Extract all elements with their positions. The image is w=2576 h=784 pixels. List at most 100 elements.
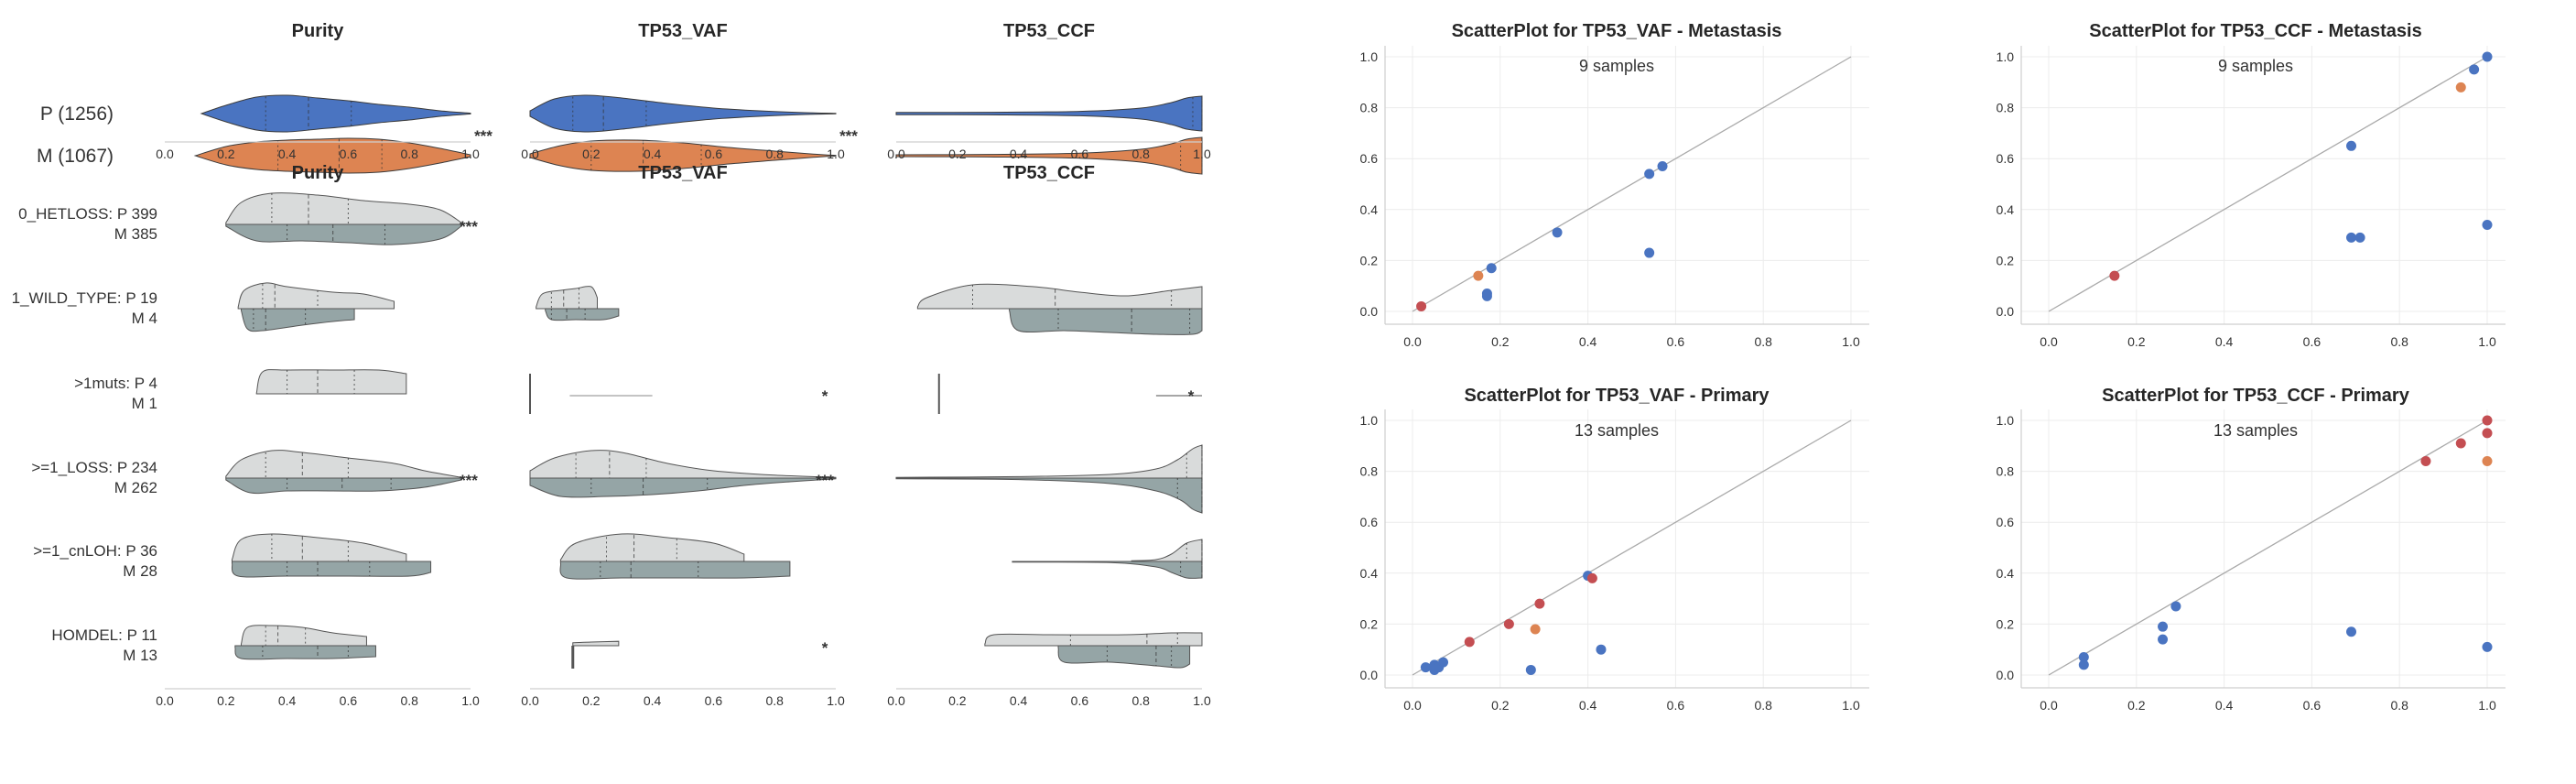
- violin-half-primary: [529, 450, 837, 479]
- violin-half-primary: [1131, 539, 1203, 562]
- scatter-point: [1420, 662, 1431, 673]
- scatter-x-tick-label: 0.4: [1579, 698, 1597, 713]
- split-violin-row-label: >=1_cnLOH: P 36: [33, 542, 157, 560]
- bottom-violin-x-tick-label: 0.8: [1131, 693, 1150, 708]
- scatter-point: [1596, 644, 1607, 655]
- scatter-x-tick-label: 0.0: [1403, 334, 1422, 349]
- split-violin-row-label: 0_HETLOSS: P 399: [18, 205, 157, 223]
- top-violin-x-tick-label: 0.8: [1131, 147, 1150, 161]
- violin-half-primary: [231, 533, 407, 562]
- bottom-violin-x-tick-label: 0.8: [765, 693, 784, 708]
- significance-marker: ***: [816, 472, 834, 489]
- scatter-point: [2078, 659, 2089, 670]
- violin-half-primary: [536, 286, 598, 310]
- scatter-y-tick-label: 1.0: [1360, 49, 1379, 64]
- scatter-point: [2170, 601, 2181, 612]
- violin-half-primary: [255, 369, 407, 395]
- bottom-violin-x-tick-label: 0.0: [887, 693, 905, 708]
- split-violin-column-title: Purity: [292, 163, 345, 183]
- violin-half-metastasis: [895, 477, 1203, 514]
- scatter-plot-4: 0.0 0.2 0.4 0.6 0.8 1.0 0.0 0.2 0.4 0.6 0.8 1.0 Scat…: [1997, 386, 2506, 713]
- scatter-point: [2482, 641, 2493, 652]
- violin-half-metastasis: [241, 308, 355, 332]
- violin-half-metastasis: [234, 645, 376, 660]
- scatter-sample-count: 13 samples: [2213, 421, 2298, 440]
- split-violin-row-label: M 28: [123, 562, 157, 580]
- scatter-title: ScatterPlot for TP53_CCF - Primary: [2102, 386, 2410, 406]
- scatter-x-tick-label: 0.2: [2127, 698, 2146, 713]
- bottom-violin-x-tick-label: 0.6: [1071, 693, 1089, 708]
- scatter-point: [1416, 300, 1427, 311]
- scatter-y-tick-label: 0.8: [1360, 464, 1379, 479]
- scatter-x-tick-label: 0.6: [2303, 698, 2322, 713]
- significance-marker: *: [822, 387, 828, 405]
- top-violin-x-tick-label: 0.2: [582, 147, 601, 161]
- scatter-point: [1586, 572, 1597, 583]
- scatter-y-tick-label: 0.0: [1360, 304, 1379, 319]
- scatter-point: [2420, 455, 2431, 466]
- violin-half-metastasis: [225, 477, 462, 495]
- scatter-point: [2346, 626, 2357, 637]
- scatter-point: [2354, 232, 2365, 243]
- scatter-point: [1657, 161, 1668, 172]
- scatter-point: [2482, 428, 2493, 439]
- top-violin-x-tick-label: 1.0: [1193, 147, 1211, 161]
- scatter-x-tick-label: 1.0: [2478, 334, 2496, 349]
- bottom-violin-x-tick-label: 0.2: [948, 693, 967, 708]
- bottom-violin-panel: Purity 0.0 0.2 0.4 0.6 0.8 1.0 TP53_VAF 0.0 0.2 0.…: [12, 163, 1211, 708]
- split-violin-row-label: >=1_LOSS: P 234: [31, 459, 157, 476]
- scatter-y-tick-label: 0.2: [1360, 253, 1379, 267]
- scatter-point: [1464, 637, 1475, 648]
- scatter-y-tick-label: 1.0: [1360, 413, 1379, 428]
- scatter-point: [2482, 51, 2493, 62]
- top-violin-x-tick-label: 1.0: [461, 147, 480, 161]
- scatter-y-tick-label: 0.4: [1997, 566, 2015, 581]
- violin-half-metastasis: [1009, 308, 1203, 335]
- top-violin-x-tick-label: 0.4: [644, 147, 662, 161]
- scatter-identity-line: [2048, 56, 2488, 312]
- split-violin-column-title: TP53_VAF: [638, 163, 727, 183]
- scatter-point: [2482, 219, 2493, 230]
- scatter-point: [2455, 82, 2466, 93]
- scatter-y-tick-label: 0.4: [1360, 202, 1379, 217]
- scatter-x-tick-label: 0.2: [1491, 334, 1510, 349]
- scatter-x-tick-label: 0.6: [2303, 334, 2322, 349]
- top-violin-x-tick-label: 0.4: [278, 147, 297, 161]
- top-violin-panel: Purity *** 0.0 0.2 0.4 0.6 0.8 1.0 TP53_VAF *** 0.…: [37, 21, 1211, 175]
- scatter-y-tick-label: 0.0: [1997, 668, 2015, 682]
- scatter-x-tick-label: 0.8: [1754, 334, 1772, 349]
- violin-category-label: P (1256): [40, 103, 114, 125]
- violin-half-metastasis: [225, 223, 462, 245]
- bottom-violin-x-tick-label: 1.0: [1193, 693, 1211, 708]
- bottom-violin-x-tick-label: 0.2: [582, 693, 601, 708]
- split-violin-column-title: TP53_CCF: [1003, 163, 1095, 183]
- significance-marker: ***: [460, 218, 478, 235]
- bottom-violin-x-tick-label: 0.2: [217, 693, 235, 708]
- violin-half-primary: [572, 640, 620, 647]
- scatter-y-tick-label: 0.8: [1997, 464, 2015, 479]
- scatter-x-tick-label: 0.4: [2215, 334, 2234, 349]
- top-violin-x-tick-label: 0.6: [340, 147, 358, 161]
- scatter-plot-3: 0.0 0.2 0.4 0.6 0.8 1.0 0.0 0.2 0.4 0.6 0.8 1.0 Scat…: [1360, 386, 1869, 713]
- top-violin-x-tick-label: 0.2: [217, 147, 235, 161]
- scatter-y-tick-label: 0.8: [1997, 101, 2015, 115]
- top-violin-x-tick-label: 1.0: [827, 147, 845, 161]
- scatter-x-tick-label: 0.2: [1491, 698, 1510, 713]
- scatter-x-tick-label: 0.8: [2390, 698, 2408, 713]
- violin-half-primary: [559, 533, 745, 562]
- violin-half-primary: [916, 283, 1203, 310]
- split-violin-row-label: M 262: [114, 479, 157, 496]
- violin-body: [895, 95, 1203, 132]
- violin-half-primary: [225, 192, 462, 225]
- significance-marker: ***: [460, 472, 478, 489]
- significance-marker: ***: [839, 127, 858, 145]
- scatter-point: [1530, 624, 1541, 635]
- split-violin-row-label: 1_WILD_TYPE: P 19: [12, 289, 157, 307]
- split-violin-row-label: M 1: [132, 395, 157, 412]
- scatter-x-tick-label: 0.0: [1403, 698, 1422, 713]
- scatter-point: [2346, 140, 2357, 151]
- scatter-x-tick-label: 0.8: [2390, 334, 2408, 349]
- scatter-point: [1486, 263, 1497, 274]
- scatter-title: ScatterPlot for TP53_VAF - Metastasis: [1452, 21, 1782, 41]
